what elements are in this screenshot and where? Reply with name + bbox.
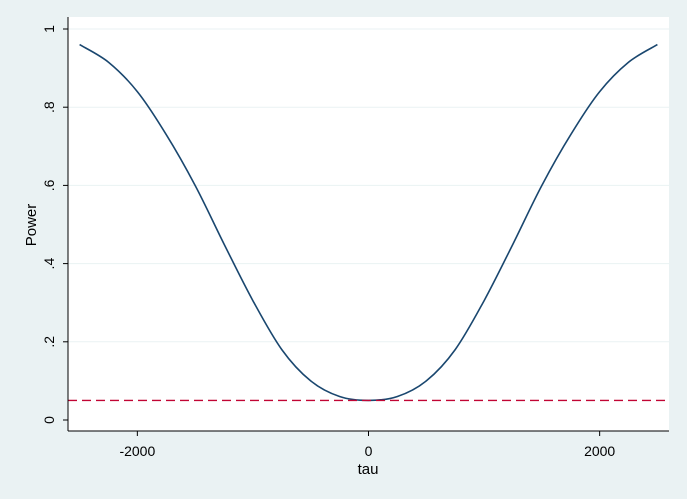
y-tick-label: .4: [41, 258, 57, 270]
y-axis-title: Power: [23, 204, 40, 247]
grid-lines: [68, 28, 669, 343]
y-tick-label: 1: [41, 25, 57, 33]
y-tick-label: 0: [41, 416, 57, 424]
x-tick-label: 0: [365, 443, 373, 459]
x-axis-title: tau: [358, 461, 379, 478]
x-axis-ticks: -2000 0 2000: [119, 431, 615, 459]
y-tick-label: .6: [41, 179, 57, 191]
series-layer: [68, 43, 669, 402]
y-tick-label: .2: [41, 336, 57, 348]
x-tick-label: 2000: [584, 443, 615, 459]
y-tick-label: .8: [41, 101, 57, 113]
x-tick-label: -2000: [119, 443, 155, 459]
plot-area: [68, 17, 669, 431]
y-axis-ticks: 0 .2 .4 .6 .8 1: [41, 25, 68, 424]
